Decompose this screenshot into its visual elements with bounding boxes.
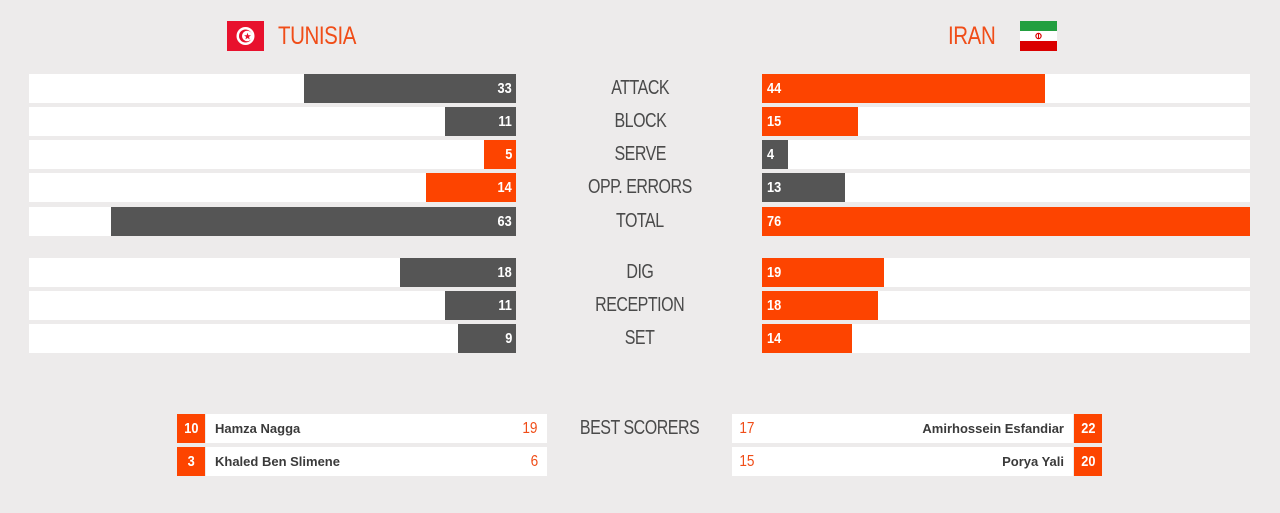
scorer-card: Khaled Ben Slimene 6 bbox=[206, 447, 547, 476]
stat-value-left: 14 bbox=[497, 179, 512, 196]
stat-track-left: 18 bbox=[29, 258, 516, 287]
stat-label: SERVE bbox=[614, 143, 666, 165]
stat-label: SET bbox=[625, 327, 655, 349]
scorer-card: Hamza Nagga 19 bbox=[206, 414, 547, 443]
stat-track-right: 76 bbox=[762, 207, 1250, 236]
stat-bar-right: 19 bbox=[762, 258, 884, 287]
stat-row: 11 BLOCK 15 bbox=[0, 107, 1280, 136]
best-scorers-label: BEST SCORERS bbox=[580, 417, 700, 439]
stat-value-left: 9 bbox=[504, 330, 512, 347]
stat-bar-left: 5 bbox=[484, 140, 516, 169]
stat-row: 5 SERVE 4 bbox=[0, 140, 1280, 169]
team-name-right: IRAN bbox=[948, 21, 996, 50]
stat-value-left: 11 bbox=[498, 297, 512, 314]
scorer-points: 19 bbox=[522, 420, 538, 437]
stat-track-left: 9 bbox=[29, 324, 516, 353]
scorer-points: 17 bbox=[739, 420, 755, 437]
stat-track-right: 4 bbox=[762, 140, 1250, 169]
scorer-row-right: 15 Porya Yali 20 bbox=[732, 447, 1103, 476]
stat-bar-right: 15 bbox=[762, 107, 858, 136]
jersey-number-badge: 22 bbox=[1074, 414, 1102, 443]
stat-bar-right: 14 bbox=[762, 324, 852, 353]
stat-value-left: 18 bbox=[497, 264, 512, 281]
stat-track-left: 63 bbox=[29, 207, 516, 236]
stat-label: BLOCK bbox=[614, 110, 666, 132]
stat-label: DIG bbox=[626, 261, 654, 283]
stat-row: 33 ATTACK 44 bbox=[0, 74, 1280, 103]
stat-bar-left: 63 bbox=[111, 207, 516, 236]
stat-bar-right: 18 bbox=[762, 291, 878, 320]
tunisia-flag-icon bbox=[227, 21, 264, 51]
scorer-row-right: 17 Amirhossein Esfandiar 22 bbox=[732, 414, 1103, 443]
stat-track-left: 11 bbox=[29, 107, 516, 136]
stat-bar-right: 76 bbox=[762, 207, 1250, 236]
stat-track-right: 14 bbox=[762, 324, 1250, 353]
scorer-name: Amirhossein Esfandiar bbox=[922, 421, 1064, 436]
iran-flag-icon bbox=[1019, 21, 1057, 51]
scorer-points: 15 bbox=[739, 453, 755, 470]
stat-row: 9 SET 14 bbox=[0, 324, 1280, 353]
jersey-number-badge: 10 bbox=[177, 414, 205, 443]
jersey-number-badge: 3 bbox=[177, 447, 205, 476]
stat-value-left: 11 bbox=[498, 113, 512, 130]
stat-value-right: 14 bbox=[767, 330, 782, 347]
stat-track-left: 11 bbox=[29, 291, 516, 320]
stat-label: RECEPTION bbox=[595, 294, 685, 316]
stat-label: TOTAL bbox=[616, 210, 664, 232]
stat-value-left: 63 bbox=[497, 213, 512, 230]
scorer-name: Porya Yali bbox=[1002, 454, 1064, 469]
team-header-left: TUNISIA bbox=[227, 20, 373, 52]
stat-value-right: 76 bbox=[767, 213, 782, 230]
stat-value-left: 5 bbox=[504, 146, 512, 163]
stat-track-left: 33 bbox=[29, 74, 516, 103]
team-header-right: IRAN bbox=[948, 20, 1057, 52]
stat-track-right: 44 bbox=[762, 74, 1250, 103]
jersey-number-badge: 20 bbox=[1074, 447, 1102, 476]
scorer-name: Hamza Nagga bbox=[215, 421, 301, 436]
stat-bar-left: 33 bbox=[304, 74, 516, 103]
stat-value-right: 19 bbox=[767, 264, 782, 281]
scorer-points: 6 bbox=[530, 453, 539, 470]
stat-value-right: 15 bbox=[767, 113, 782, 130]
stat-bar-left: 11 bbox=[445, 107, 516, 136]
stat-track-left: 5 bbox=[29, 140, 516, 169]
stat-value-left: 33 bbox=[497, 80, 512, 97]
stat-track-right: 13 bbox=[762, 173, 1250, 202]
stat-track-right: 15 bbox=[762, 107, 1250, 136]
stat-track-right: 18 bbox=[762, 291, 1250, 320]
stat-row: 63 TOTAL 76 bbox=[0, 207, 1280, 236]
stat-track-left: 14 bbox=[29, 173, 516, 202]
scorer-name: Khaled Ben Slimene bbox=[215, 454, 340, 469]
scorer-row-left: 10 Hamza Nagga 19 bbox=[177, 414, 547, 443]
stat-bar-right: 44 bbox=[762, 74, 1045, 103]
stat-bar-right: 4 bbox=[762, 140, 788, 169]
stat-bar-left: 14 bbox=[426, 173, 516, 202]
team-name-left: TUNISIA bbox=[278, 21, 357, 50]
stat-label: ATTACK bbox=[611, 77, 669, 99]
scorer-card: 17 Amirhossein Esfandiar bbox=[732, 414, 1073, 443]
scorer-card: 15 Porya Yali bbox=[732, 447, 1073, 476]
stat-row: 11 RECEPTION 18 bbox=[0, 291, 1280, 320]
stat-value-right: 4 bbox=[767, 146, 775, 163]
stat-track-right: 19 bbox=[762, 258, 1250, 287]
scorer-row-left: 3 Khaled Ben Slimene 6 bbox=[177, 447, 547, 476]
stat-value-right: 44 bbox=[767, 80, 782, 97]
stat-value-right: 13 bbox=[767, 179, 782, 196]
stat-row: 14 OPP. ERRORS 13 bbox=[0, 173, 1280, 202]
stat-bar-left: 9 bbox=[458, 324, 516, 353]
stat-value-right: 18 bbox=[767, 297, 782, 314]
stat-bar-left: 18 bbox=[400, 258, 516, 287]
stat-bar-right: 13 bbox=[762, 173, 845, 202]
stat-row: 18 DIG 19 bbox=[0, 258, 1280, 287]
stat-bar-left: 11 bbox=[445, 291, 516, 320]
stat-label: OPP. ERRORS bbox=[588, 176, 692, 198]
